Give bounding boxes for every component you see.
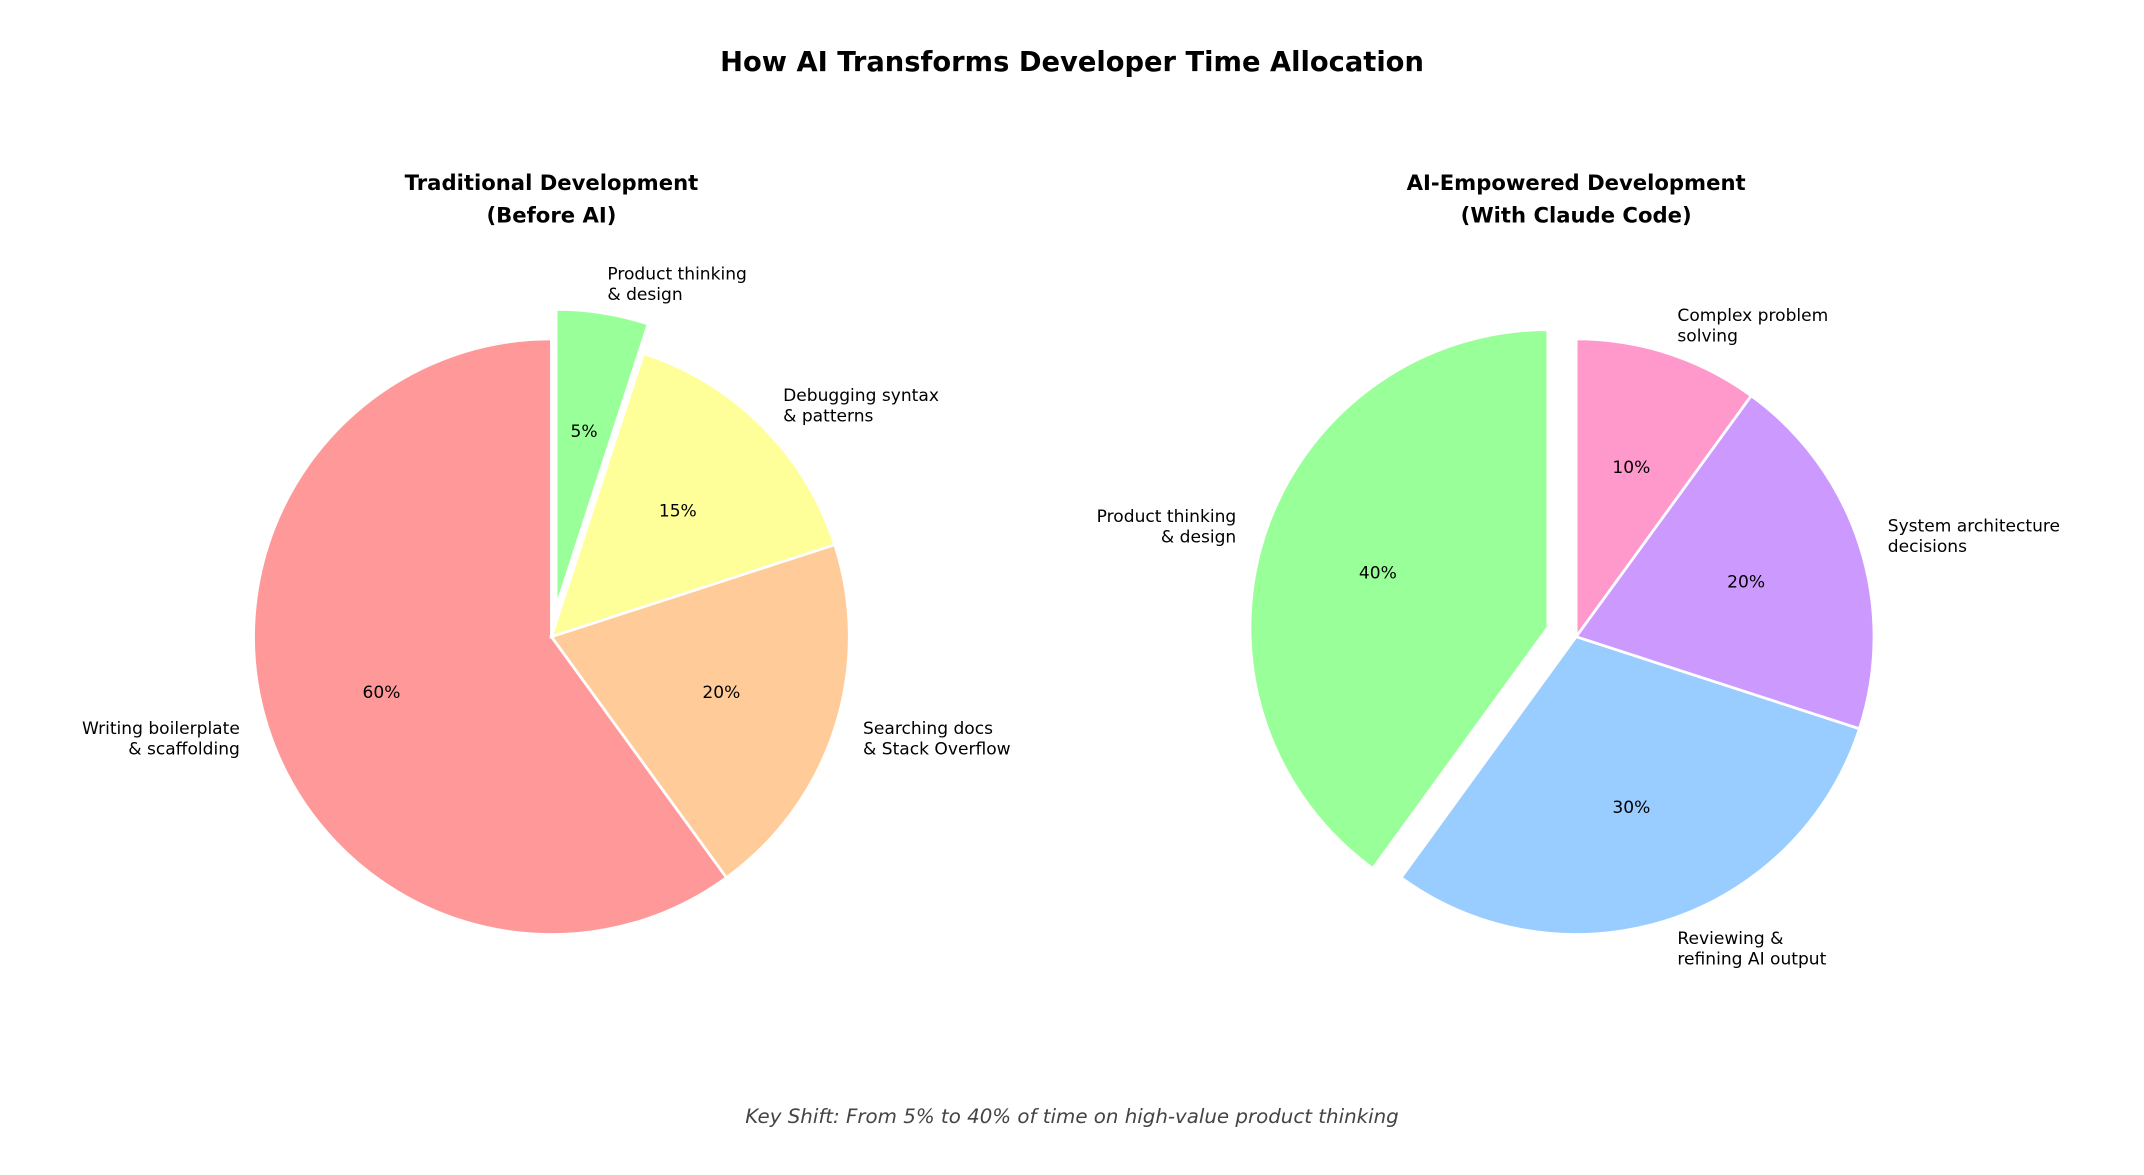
- slice-label: Searching docs & Stack Overflow: [863, 719, 1011, 759]
- slice-label-line: & design: [1161, 528, 1236, 548]
- slice-label-line: & scaffolding: [128, 739, 240, 759]
- slice-label-line: Reviewing &: [1677, 929, 1783, 949]
- slice-label-line: Writing boilerplate: [82, 719, 240, 739]
- slice-label-line: System architecture: [1888, 516, 2060, 536]
- figure-title: How AI Transforms Developer Time Allocat…: [720, 47, 1424, 78]
- pie-title-line-1: Traditional Development: [405, 170, 699, 195]
- pct-label: 40%: [1359, 563, 1397, 583]
- pie-title-line-2: (Before AI): [486, 203, 616, 228]
- pct-label: 20%: [1727, 573, 1765, 593]
- pct-label: 30%: [1612, 798, 1650, 818]
- pie-wedges: 40% Product thinking & design 30% Reviewing …: [1097, 306, 2060, 970]
- slice-label-line: decisions: [1888, 537, 1967, 557]
- pie-wedge: [549, 351, 837, 639]
- pct-label: 20%: [702, 683, 740, 703]
- slice-label-line: Product thinking: [1097, 507, 1237, 527]
- pie-wedge: [554, 308, 650, 608]
- pie-title-line-1: AI-Empowered Development: [1407, 170, 1746, 195]
- pie-wedge: [252, 337, 729, 936]
- slice-label: Complex problem solving: [1677, 306, 1828, 346]
- slice-label-line: Debugging syntax: [783, 386, 939, 406]
- slice-label-line: Complex problem: [1677, 306, 1828, 326]
- pie-wedge: [1399, 635, 1862, 936]
- pct-label: 5%: [571, 422, 598, 442]
- slice-label-line: solving: [1677, 326, 1738, 346]
- slice-label-line: & design: [607, 285, 682, 305]
- slice-label-line: & patterns: [783, 406, 873, 426]
- slice-label: Debugging syntax & patterns: [783, 386, 939, 426]
- slice-label-line: Searching docs: [863, 719, 993, 739]
- pct-label: 60%: [363, 683, 401, 703]
- pie-wedge: [1574, 337, 1754, 641]
- slice-label: Reviewing & refining AI output: [1677, 929, 1826, 969]
- slice-label-line: Product thinking: [607, 265, 747, 285]
- pct-label: 10%: [1612, 458, 1650, 478]
- pie-wedge: [1573, 393, 1876, 731]
- pie-wedge: [549, 542, 851, 880]
- slice-label: Writing boilerplate & scaffolding: [82, 719, 240, 759]
- pie-traditional: Traditional Development (Before AI) 60% W…: [82, 170, 1011, 936]
- pie-wedge: [1248, 328, 1550, 871]
- slice-label-line: refining AI output: [1677, 950, 1826, 970]
- footer-note: Key Shift: From 5% to 40% of time on hig…: [745, 1105, 1398, 1128]
- slice-label: Product thinking & design: [607, 265, 747, 305]
- pct-label: 15%: [659, 501, 697, 521]
- pie-ai-empowered: AI-Empowered Development (With Claude Co…: [1097, 170, 2060, 970]
- pie-wedges: 60% Writing boilerplate & scaffolding 20% Se…: [82, 265, 1011, 936]
- slice-label: Product thinking & design: [1097, 507, 1237, 547]
- slice-label-line: & Stack Overflow: [863, 739, 1011, 759]
- slice-label: System architecture decisions: [1888, 516, 2060, 556]
- pie-title-line-2: (With Claude Code): [1461, 203, 1692, 228]
